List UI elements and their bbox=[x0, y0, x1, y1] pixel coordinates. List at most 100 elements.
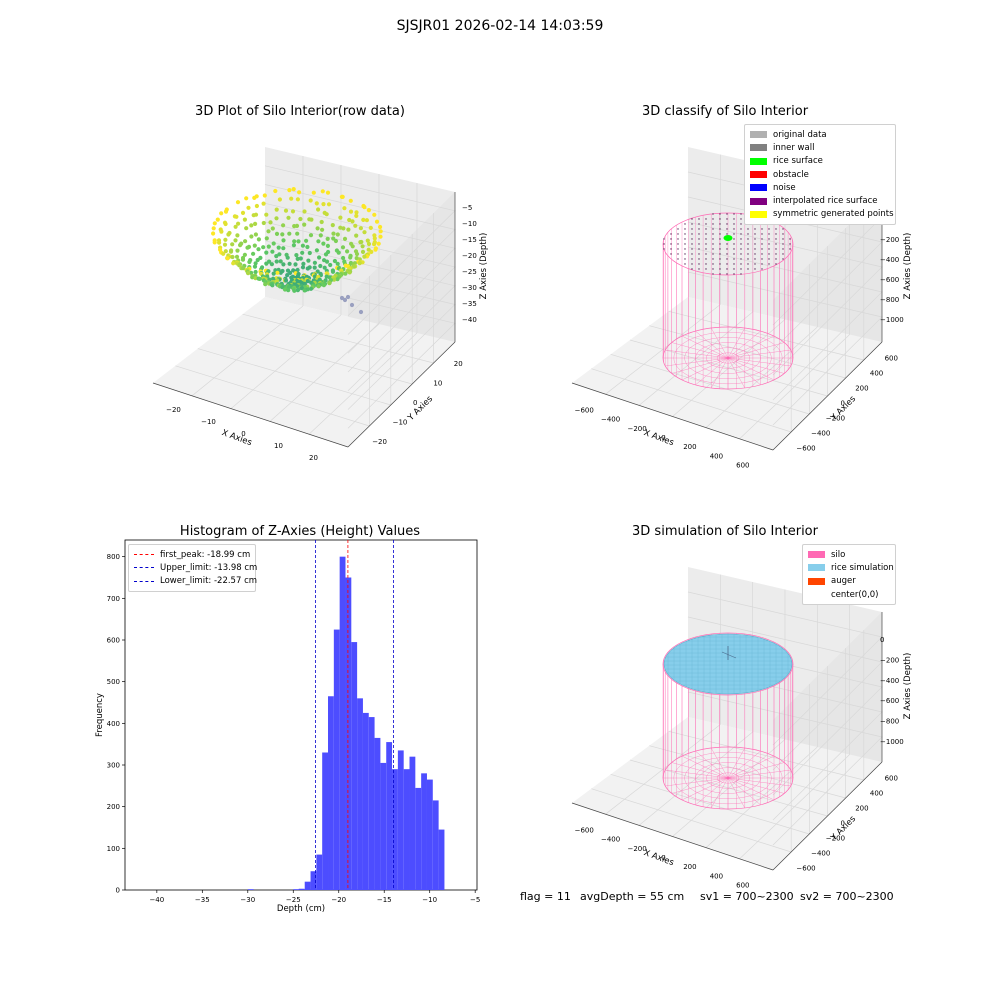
histogram-bar bbox=[345, 577, 352, 890]
interpolated-point bbox=[712, 228, 714, 230]
raw-point bbox=[233, 238, 238, 243]
interpolated-point bbox=[670, 253, 672, 255]
silo-bottom-spoke bbox=[671, 762, 729, 779]
interpolated-point bbox=[712, 258, 714, 260]
interpolated-point bbox=[726, 223, 728, 225]
x-axis-line bbox=[571, 802, 774, 871]
interpolated-point bbox=[733, 223, 735, 225]
raw-point bbox=[358, 240, 363, 245]
raw-point bbox=[320, 227, 325, 232]
raw-point bbox=[319, 219, 324, 225]
interpolated-point bbox=[719, 263, 721, 265]
interpolated-point bbox=[698, 233, 700, 235]
interpolated-point bbox=[670, 243, 672, 245]
raw-z-tick: −20 bbox=[462, 252, 477, 260]
raw-point bbox=[253, 269, 258, 275]
interpolated-point bbox=[775, 263, 777, 265]
raw-point bbox=[235, 200, 241, 205]
silo-bottom-spoke bbox=[681, 755, 729, 779]
interpolated-point bbox=[712, 233, 714, 235]
interpolated-point bbox=[768, 233, 770, 235]
interpolated-point bbox=[747, 238, 749, 240]
histogram-x-tick-label: −30 bbox=[240, 896, 255, 904]
footer-sv2: sv2 = 700~2300 bbox=[800, 890, 894, 903]
classify-x-tick: 400 bbox=[710, 452, 723, 460]
interpolated-point bbox=[684, 248, 686, 250]
raw-point bbox=[281, 246, 286, 251]
interpolated-point bbox=[775, 253, 777, 255]
legend-label: rice surface bbox=[773, 156, 823, 167]
raw-point bbox=[211, 231, 216, 236]
raw-point bbox=[274, 231, 280, 236]
raw-point bbox=[264, 250, 269, 255]
panel-title-histogram: Histogram of Z-Axies (Height) Values bbox=[179, 524, 421, 539]
raw-point bbox=[256, 237, 261, 242]
histogram-y-tick-label: 200 bbox=[107, 803, 120, 811]
raw-point bbox=[347, 217, 352, 223]
raw-point bbox=[242, 252, 247, 257]
raw-point bbox=[327, 281, 332, 286]
simulation-y-tick: −600 bbox=[796, 865, 815, 873]
legend-label: silo bbox=[831, 549, 846, 560]
raw-point bbox=[215, 217, 220, 222]
raw-point bbox=[294, 253, 299, 258]
raw-point bbox=[274, 207, 279, 212]
legend-line-swatch bbox=[134, 580, 154, 582]
histogram-legend-entry: Upper_limit: -13.98 cm bbox=[134, 561, 257, 574]
raw-point bbox=[325, 236, 330, 241]
interpolated-point bbox=[719, 213, 721, 215]
interpolated-point bbox=[698, 248, 700, 250]
interpolated-point bbox=[726, 248, 728, 250]
silo-bottom-spoke bbox=[665, 777, 729, 787]
interpolated-point bbox=[726, 218, 728, 220]
raw-point bbox=[281, 223, 286, 228]
interpolated-point bbox=[677, 243, 679, 245]
interpolated-point bbox=[789, 238, 791, 240]
raw-point bbox=[366, 241, 372, 247]
legend-entry: original data bbox=[750, 128, 890, 141]
raw-point bbox=[290, 209, 296, 214]
raw-x-tick: 10 bbox=[274, 442, 283, 450]
raw-point bbox=[217, 240, 222, 245]
floor-pane bbox=[153, 297, 455, 447]
silo-bottom-spoke bbox=[727, 769, 791, 779]
silo-bottom-spoke bbox=[710, 747, 729, 779]
interpolated-point bbox=[740, 273, 742, 275]
interpolated-point bbox=[719, 218, 721, 220]
raw-point bbox=[266, 229, 271, 234]
raw-point bbox=[236, 221, 241, 226]
interpolated-point bbox=[754, 258, 756, 260]
histogram-legend: first_peak: -18.99 cm Upper_limit: -13.98… bbox=[128, 544, 257, 592]
interpolated-point bbox=[712, 223, 714, 225]
classify-y-tick: −600 bbox=[796, 445, 815, 453]
raw-point bbox=[348, 198, 353, 203]
raw-point bbox=[305, 279, 310, 284]
interpolated-point bbox=[691, 223, 693, 225]
histogram-x-tick-label: −20 bbox=[331, 896, 346, 904]
interpolated-point bbox=[754, 243, 756, 245]
histogram-bars bbox=[247, 556, 445, 890]
raw-z-tick: −5 bbox=[462, 204, 472, 212]
raw-point bbox=[235, 248, 240, 253]
raw-point bbox=[291, 243, 296, 248]
interpolated-point bbox=[733, 258, 735, 260]
interpolated-point bbox=[761, 268, 763, 270]
simulation-x-tick: 400 bbox=[710, 872, 723, 880]
classify-z-label: Z Axies (Depth) bbox=[903, 233, 913, 300]
raw-point bbox=[249, 223, 254, 228]
classify-interpolated-points bbox=[663, 213, 791, 360]
raw-point bbox=[362, 205, 367, 210]
raw-point bbox=[282, 287, 288, 292]
raw-point bbox=[240, 210, 246, 215]
raw-point bbox=[309, 217, 314, 222]
interpolated-point bbox=[740, 263, 742, 265]
raw-z-tick: −15 bbox=[462, 236, 477, 244]
silo-bottom-spoke bbox=[695, 777, 729, 805]
interpolated-point bbox=[775, 248, 777, 250]
legend-color-swatch bbox=[750, 210, 767, 218]
x-axis-line bbox=[571, 382, 774, 451]
simulation-z-tick: −600 bbox=[880, 697, 899, 705]
raw-point bbox=[287, 188, 292, 193]
interpolated-point bbox=[677, 258, 679, 260]
floor-grid bbox=[591, 788, 792, 853]
